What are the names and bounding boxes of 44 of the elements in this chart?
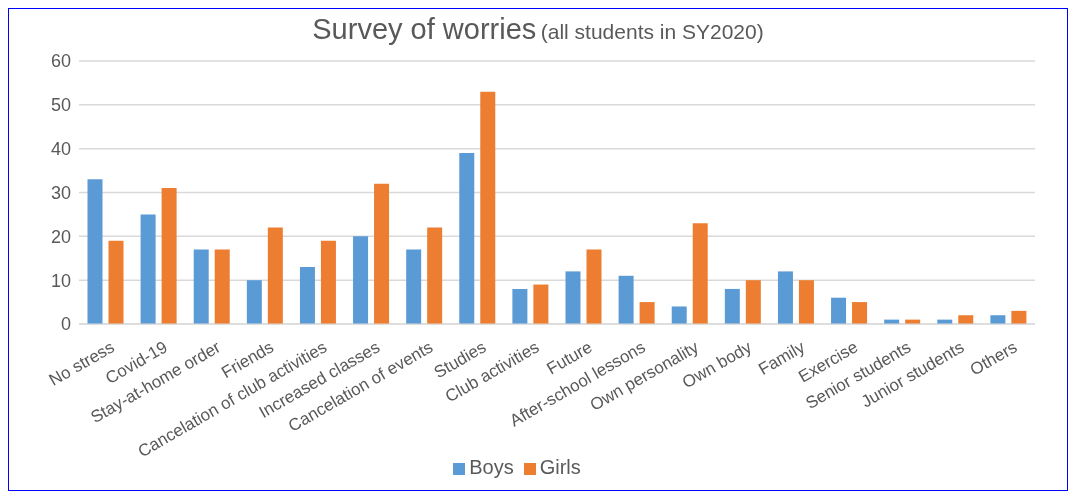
bar [320,240,336,324]
bar [140,214,156,324]
bar [1011,310,1027,324]
bar [777,271,793,324]
chart-subtitle: (all students in SY2020) [540,20,764,43]
y-tick-label: 40 [50,139,71,160]
y-tick-label: 0 [60,314,71,335]
y-tick-label: 10 [50,270,71,291]
bar [512,288,528,324]
bar [745,280,761,324]
bar [618,275,634,324]
bar [161,188,177,324]
bar [267,227,283,324]
y-tick-label: 20 [50,226,71,247]
bar [724,288,740,324]
chart-title: Survey of worries [312,13,537,45]
bar [214,249,230,324]
y-tick-label: 30 [50,182,71,203]
bar [374,183,390,324]
bar [639,302,655,324]
bar [990,315,1006,324]
legend-label: Girls [539,456,581,478]
bar [353,236,369,324]
bar [193,249,209,324]
legend-label: Boys [469,456,514,478]
bar [958,315,974,324]
bar [798,280,814,324]
y-tick-label: 50 [50,95,71,116]
y-tick-label: 60 [50,51,71,72]
bar [671,306,687,324]
bar [831,297,847,324]
bar [565,271,581,324]
bar [480,91,496,324]
bar [459,153,475,324]
bar [299,267,315,324]
bar [533,284,549,324]
bar [586,249,602,324]
bar [246,280,262,324]
bar [87,179,103,324]
bar [852,302,868,324]
bar [692,223,708,324]
bar [406,249,422,324]
bar [427,227,443,324]
bar [108,240,124,324]
